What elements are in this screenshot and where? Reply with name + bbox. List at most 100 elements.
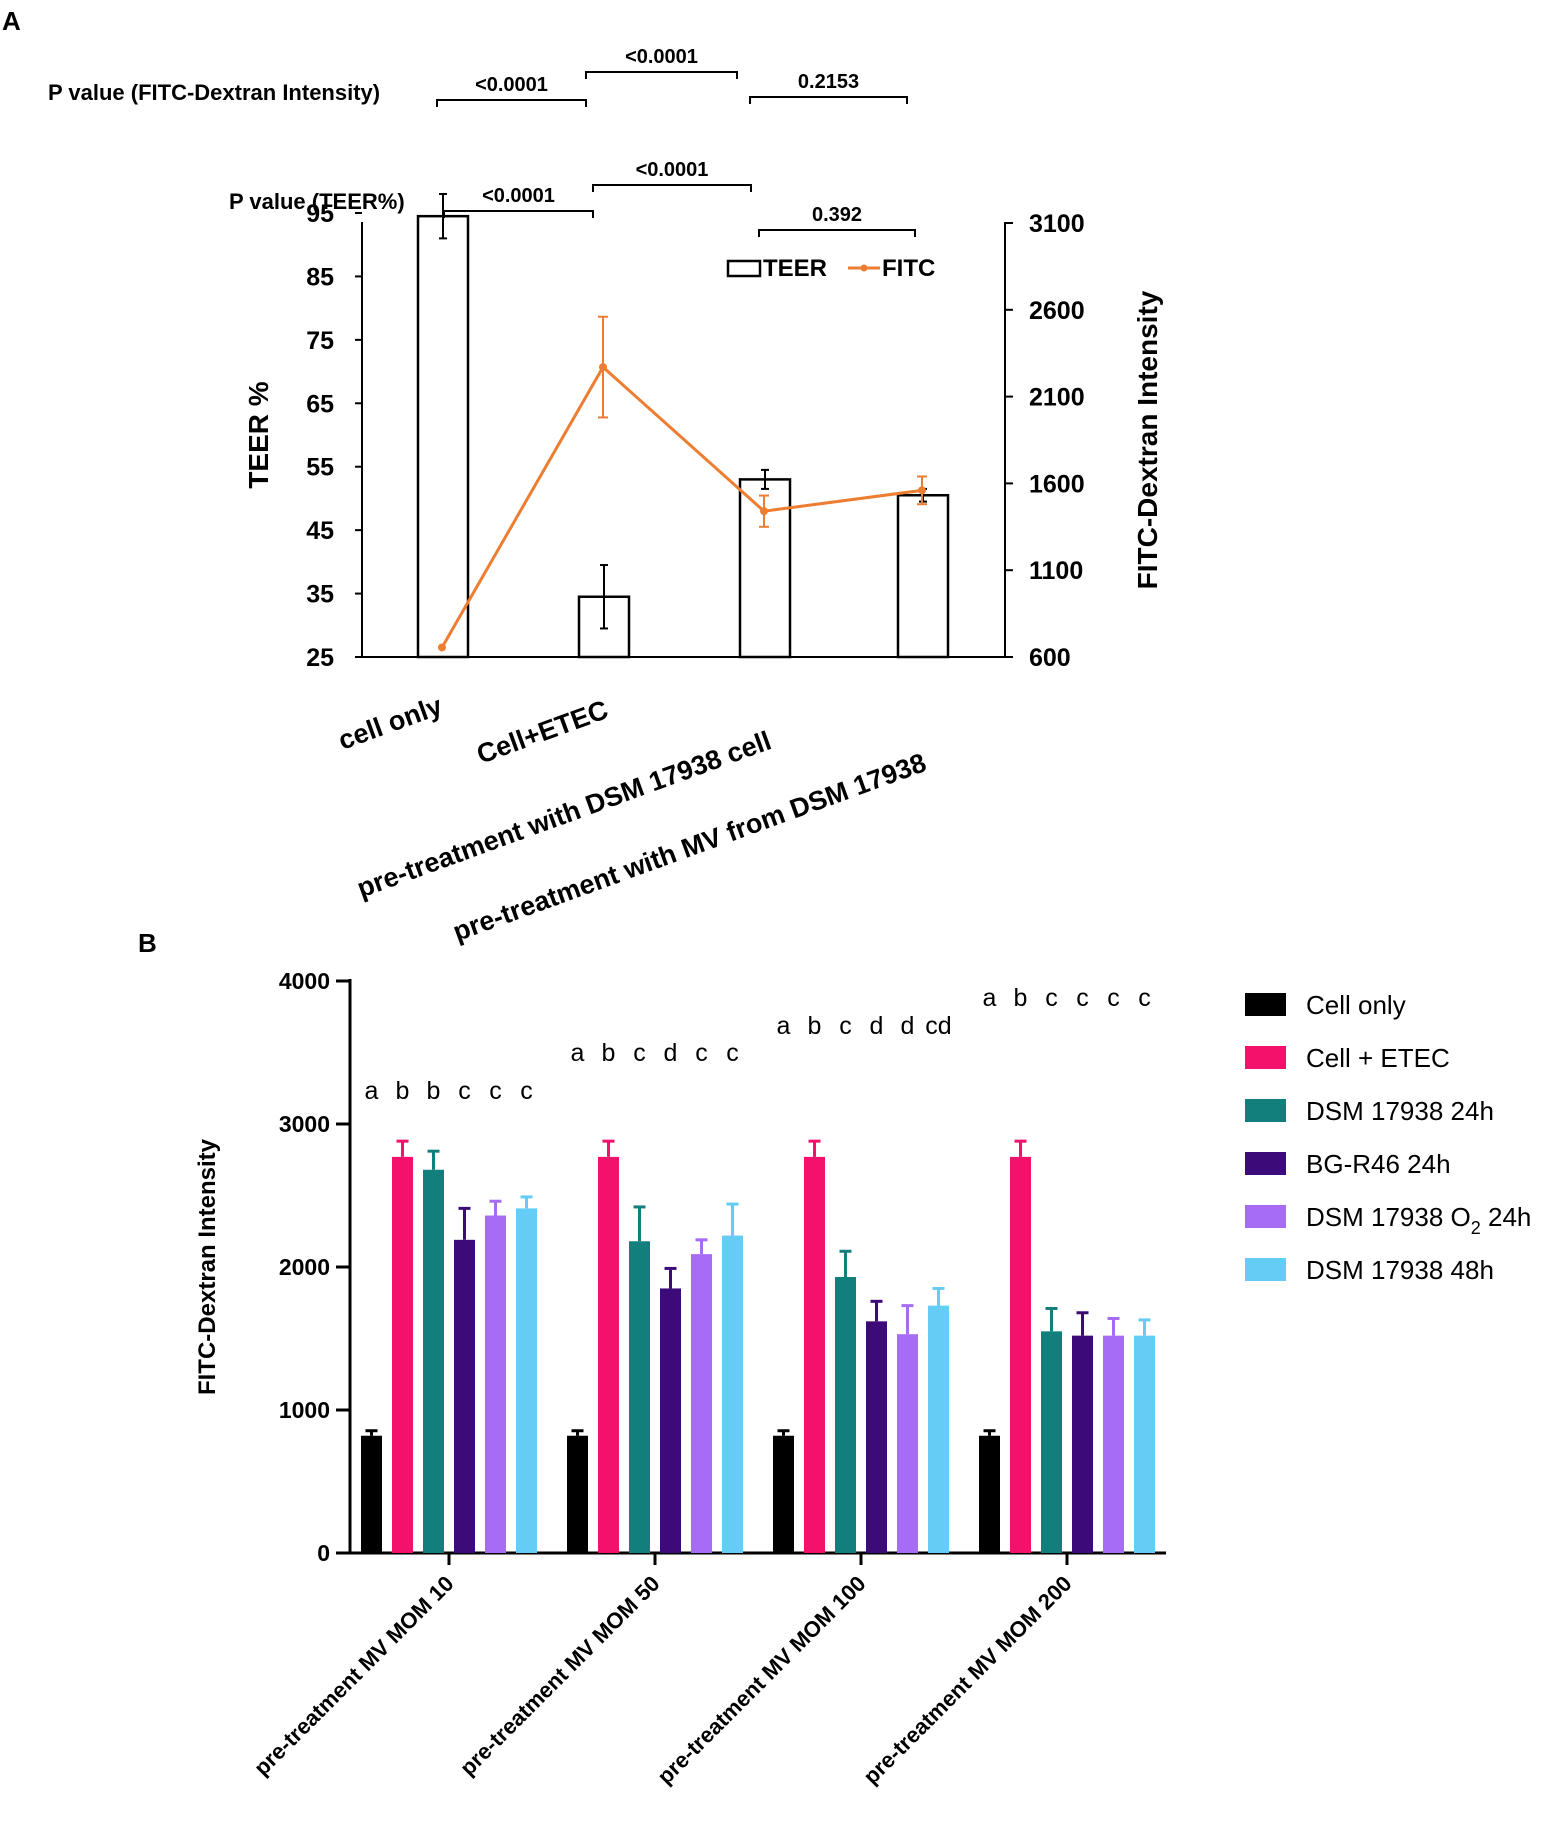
b-bar xyxy=(660,1288,681,1553)
y2-tick-label: 2600 xyxy=(1029,297,1085,325)
fitc-series-line xyxy=(440,364,923,649)
b-bar xyxy=(773,1435,794,1553)
b-bar xyxy=(516,1208,537,1553)
b-significance-letter: b xyxy=(396,1077,410,1105)
b-bar xyxy=(979,1435,1000,1553)
b-significance-letter: c xyxy=(1107,984,1120,1012)
b-significance-letter: c xyxy=(1076,984,1089,1012)
legend-teer-swatch xyxy=(726,259,762,278)
fitc-point xyxy=(760,507,768,516)
b-legend-swatch xyxy=(1245,1205,1286,1228)
b-x-category-label: pre-treatment MV MOM 10 xyxy=(249,1571,459,1781)
b-legend-label: BG-R46 24h xyxy=(1306,1149,1451,1179)
fitc-point xyxy=(599,363,607,372)
legend-fitc-label: FITC xyxy=(882,255,935,282)
y2-tick-label: 1600 xyxy=(1029,470,1085,498)
b-significance-letter: d xyxy=(901,1012,915,1040)
b-bar xyxy=(1103,1335,1124,1553)
y-tick-label: 45 xyxy=(306,517,334,545)
b-y-axis-title: FITC-Dextran Intensity xyxy=(194,1138,221,1395)
teer-pvalue-text: <0.0001 xyxy=(482,185,555,207)
b-x-category-label: pre-treatment MV MOM 200 xyxy=(858,1571,1076,1789)
b-significance-letter: a xyxy=(983,984,997,1012)
fitc-point xyxy=(918,486,926,495)
b-x-category-label: pre-treatment MV MOM 50 xyxy=(455,1571,665,1781)
teer-pvalue-text: 0.392 xyxy=(812,204,862,226)
fitc-point xyxy=(438,643,446,652)
panel-b-label: B xyxy=(138,928,157,958)
b-y-tick-label: 4000 xyxy=(279,968,330,994)
b-bar xyxy=(1010,1156,1031,1553)
y-axis-title: TEER % xyxy=(243,381,274,488)
b-significance-letter: c xyxy=(1045,984,1058,1012)
b-significance-letter: d xyxy=(870,1012,884,1040)
y2-tick-label: 600 xyxy=(1029,644,1071,672)
b-bar xyxy=(722,1235,743,1553)
b-bar xyxy=(361,1435,382,1553)
b-bar xyxy=(598,1156,619,1553)
b-bar xyxy=(629,1241,650,1553)
b-significance-letter: d xyxy=(664,1039,678,1067)
b-legend-swatch xyxy=(1245,1152,1286,1175)
teer-bar xyxy=(416,214,470,659)
b-bar xyxy=(897,1334,918,1553)
b-bar xyxy=(567,1435,588,1553)
b-significance-letter: b xyxy=(602,1039,616,1067)
b-significance-letter: c xyxy=(633,1039,646,1067)
x-category-label: cell only xyxy=(334,690,446,755)
b-legend-label: Cell only xyxy=(1306,990,1406,1020)
b-bar xyxy=(423,1169,444,1553)
fitc-pvalue-bracket xyxy=(585,71,738,79)
panel-a-label: A xyxy=(2,6,21,36)
fitc-pvalue-text: 0.2153 xyxy=(798,71,859,93)
b-significance-letter: c xyxy=(489,1077,502,1105)
b-y-tick-label: 1000 xyxy=(279,1397,330,1423)
b-significance-letter: c xyxy=(726,1039,739,1067)
teer-pvalue-title: P value (TEER%) xyxy=(229,189,405,214)
b-significance-letter: b xyxy=(808,1012,822,1040)
b-bar xyxy=(454,1239,475,1553)
b-significance-letter: c xyxy=(520,1077,533,1105)
b-legend-label: DSM 17938 O2 24h xyxy=(1306,1202,1531,1238)
b-significance-letter: c xyxy=(839,1012,852,1040)
b-significance-letter: b xyxy=(1014,984,1028,1012)
b-bar xyxy=(928,1305,949,1553)
b-bar xyxy=(485,1215,506,1553)
legend-fitc-marker xyxy=(860,264,868,272)
b-y-tick-label: 0 xyxy=(317,1540,330,1566)
y2-axis-title: FITC-Dextran Intensity xyxy=(1132,290,1163,589)
y2-tick-label: 3100 xyxy=(1029,210,1085,238)
b-significance-letter: a xyxy=(777,1012,791,1040)
b-legend-label: DSM 17938 24h xyxy=(1306,1096,1494,1126)
b-bar xyxy=(1041,1331,1062,1553)
y2-tick-label: 2100 xyxy=(1029,384,1085,412)
teer-pvalue-bracket xyxy=(443,210,594,218)
y2-tick-label: 1100 xyxy=(1029,557,1083,585)
b-significance-letter: a xyxy=(571,1039,585,1067)
y-tick-label: 85 xyxy=(306,263,334,291)
panel-a: A 95 85 75 65 55 45 35 25 3100 2600 2100 1600 1100 60… xyxy=(2,6,1163,947)
y-tick-label: 75 xyxy=(306,327,334,355)
b-bar xyxy=(866,1321,887,1553)
b-y-tick-label: 2000 xyxy=(279,1254,330,1280)
b-legend-swatch xyxy=(1245,993,1286,1016)
b-y-tick-label: 3000 xyxy=(279,1111,330,1137)
b-bar xyxy=(392,1156,413,1553)
b-legend-label: DSM 17938 48h xyxy=(1306,1255,1494,1285)
fitc-pvalue-bracket xyxy=(436,99,587,107)
teer-pvalue-bracket xyxy=(758,229,916,237)
b-significance-letter: c xyxy=(458,1077,471,1105)
fitc-pvalue-text: <0.0001 xyxy=(625,46,698,68)
fitc-pvalue-title: P value (FITC-Dextran Intensity) xyxy=(48,80,380,105)
y-tick-label: 55 xyxy=(306,454,334,482)
fitc-pvalue-text: <0.0001 xyxy=(475,74,548,96)
teer-pvalue-bracket xyxy=(592,184,752,192)
b-bar xyxy=(835,1277,856,1553)
x-category-label: Cell+ETEC xyxy=(473,694,612,769)
b-bar xyxy=(804,1156,825,1553)
b-significance-letter: b xyxy=(427,1077,441,1105)
teer-pvalue-text: <0.0001 xyxy=(636,159,709,181)
teer-bar xyxy=(896,494,950,659)
legend-teer-label: TEER xyxy=(763,255,827,282)
